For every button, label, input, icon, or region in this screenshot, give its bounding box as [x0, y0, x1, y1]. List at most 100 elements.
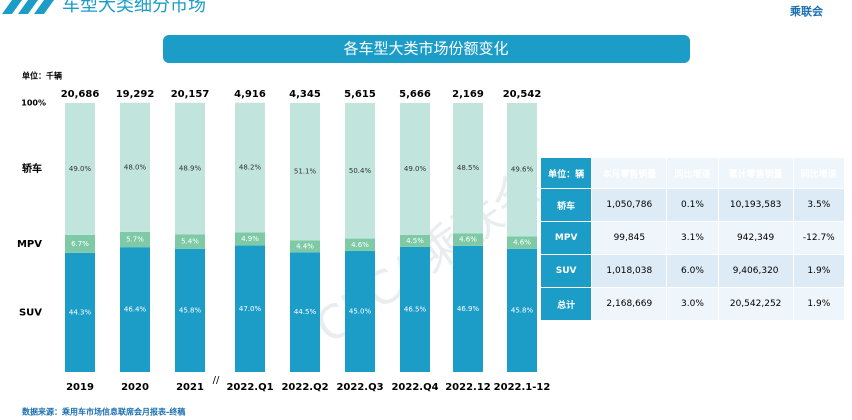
legend-label: 轿车 — [22, 162, 42, 175]
table-cell: 9,406,320 — [717, 254, 794, 288]
table-cell: 0.1% — [666, 188, 719, 222]
table-cell: 1,050,786 — [591, 188, 668, 222]
bar-segment — [235, 102, 265, 233]
table-cell: 同比增速 — [666, 157, 719, 189]
bar-segment — [400, 234, 430, 247]
x-tick-label: 2020 — [121, 382, 149, 393]
legend-label: MPV — [17, 239, 42, 250]
bar-segment — [290, 252, 320, 372]
data-label: 51.1% — [294, 168, 317, 176]
table-cell: 同比增速 — [792, 157, 846, 189]
bar-segment — [507, 236, 537, 249]
data-label: 4.6% — [513, 239, 531, 247]
header-title: 车型大类细分市场 — [62, 0, 206, 16]
x-tick-label: 2022.Q3 — [336, 382, 383, 393]
data-label: 46.9% — [457, 305, 480, 313]
data-label: 46.4% — [124, 306, 147, 314]
data-label: 50.4% — [349, 167, 372, 175]
total-label: 19,292 — [116, 89, 155, 100]
table-cell: 1,018,038 — [591, 254, 668, 288]
table-cell: 累计零售销量 — [717, 157, 794, 189]
data-label: 5.7% — [126, 236, 144, 244]
total-label: 2,169 — [452, 89, 484, 100]
total-label: 20,542 — [503, 89, 542, 100]
table-cell: 本月零售销量 — [591, 157, 668, 189]
bar-segment — [175, 234, 205, 249]
data-label: 45.0% — [349, 307, 372, 315]
bar-segment — [453, 233, 483, 246]
bar-segment — [290, 103, 320, 241]
table-cell: 1.9% — [792, 287, 846, 321]
bar-segment — [65, 103, 95, 235]
source: 数据来源：乘用车市场信息联席会月报表-终稿 — [22, 407, 185, 417]
bar-segment — [507, 103, 537, 237]
title-banner — [163, 35, 690, 63]
table-row: 单位：辆 本月零售销量 同比增速 累计零售销量 同比增速 — [539, 157, 846, 189]
unit: 单位：千辆 — [22, 71, 62, 81]
x-tick-label: 2022.12 — [445, 382, 491, 393]
bar-segment — [65, 234, 95, 253]
bar-segment — [453, 245, 483, 372]
x-tick-label: 2021 — [176, 382, 204, 393]
bar-segment — [290, 240, 320, 253]
bar-segment — [120, 247, 150, 372]
table-cell: 20,542,252 — [717, 287, 794, 321]
data-label: 45.8% — [511, 306, 534, 314]
total-label: 5,666 — [399, 89, 431, 100]
legend-label: SUV — [19, 307, 42, 318]
bar-segment — [120, 231, 150, 248]
table-cell: SUV — [539, 254, 593, 288]
data-label: 4.6% — [351, 241, 369, 249]
bar-segment — [345, 103, 375, 239]
table-cell: 3.0% — [666, 287, 719, 321]
bar-segment — [345, 238, 375, 251]
chart-title: 各车型大类市场份额变化 — [343, 40, 508, 58]
total-label: 20,686 — [61, 89, 100, 100]
bar-segment — [400, 103, 430, 235]
table-row: MPV 99,845 3.1% 942,349 -12.7% — [539, 221, 846, 255]
data-label: 5.4% — [181, 238, 199, 246]
bar-segment — [453, 103, 483, 234]
bar-segment — [345, 250, 375, 372]
table-cell: -12.7% — [792, 221, 846, 255]
table-row: 轿车 1,050,786 0.1% 10,193,583 3.5% — [539, 188, 846, 222]
table-cell: 99,845 — [591, 221, 668, 255]
data-label: 48.2% — [239, 164, 262, 172]
data-label: 4.5% — [406, 237, 424, 245]
total-label: 5,615 — [344, 89, 376, 100]
data-label: 44.3% — [69, 308, 92, 316]
data-label: 4.4% — [296, 242, 314, 250]
table-row: SUV 1,018,038 6.0% 9,406,320 1.9% — [539, 254, 846, 288]
data-label: 48.9% — [179, 165, 202, 173]
table-cell: 3.1% — [666, 221, 719, 255]
data-label: 4.6% — [459, 236, 477, 244]
x-tick-label: 2022.Q2 — [281, 382, 328, 393]
data-label: 45.8% — [179, 306, 202, 314]
axis-break: // — [213, 375, 220, 386]
header-stripes — [2, 0, 54, 14]
total-label: 4,916 — [234, 89, 266, 100]
bar-segment — [235, 245, 265, 372]
x-tick-label: 2022.Q1 — [226, 382, 273, 393]
x-tick-label: 2019 — [66, 382, 94, 393]
y-tick-label: 100% — [21, 99, 46, 108]
bar-segment — [235, 232, 265, 246]
table-cell: 10,193,583 — [717, 188, 794, 222]
x-tick-label: 2022.1-12 — [494, 382, 551, 393]
bar-segment — [175, 102, 205, 235]
table-cell: 6.0% — [666, 254, 719, 288]
table-cell: 单位：辆 — [539, 157, 593, 189]
bar-segment — [175, 248, 205, 372]
table-row: 总计 2,168,669 3.0% 20,542,252 1.9% — [539, 287, 846, 321]
table-cell: 2,168,669 — [591, 287, 668, 321]
data-label: 49.0% — [404, 165, 427, 173]
data-label: 49.6% — [511, 166, 534, 174]
table-cell: 3.5% — [792, 188, 846, 222]
data-label: 48.5% — [457, 164, 480, 172]
table-cell: 轿车 — [539, 188, 593, 222]
data-label: 47.0% — [239, 305, 262, 313]
total-label: 4,345 — [289, 89, 321, 100]
bar-segment — [120, 102, 150, 232]
data-label: 6.7% — [71, 240, 89, 248]
